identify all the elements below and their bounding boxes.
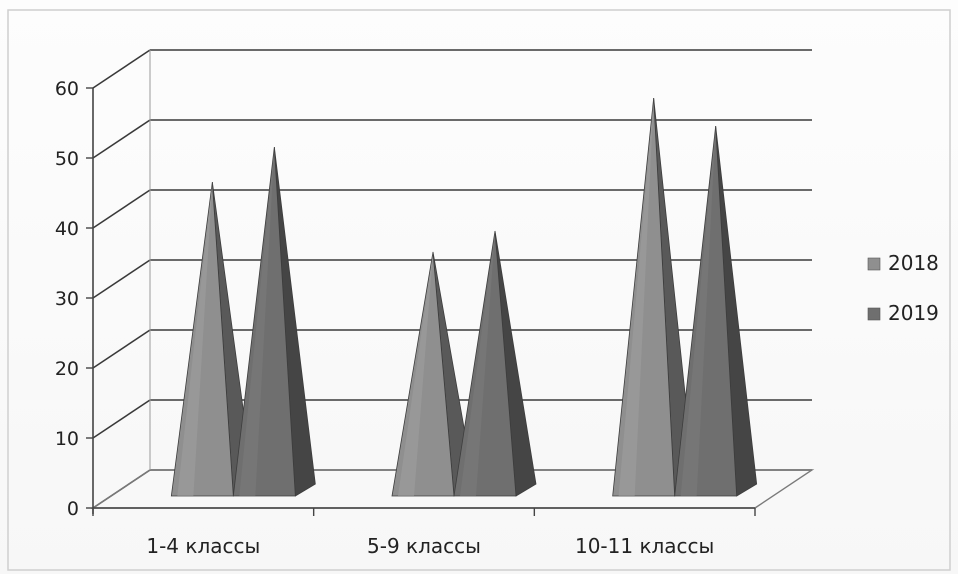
x-category-label: 10-11 классы [575, 534, 714, 558]
gridline-diagonal [92, 119, 151, 159]
pyramid-highlight [239, 147, 275, 496]
y-tick-label: 10 [55, 428, 79, 450]
y-tick-label: 50 [55, 148, 79, 170]
x-category-label: 5-9 классы [367, 534, 481, 558]
gridline-diagonal [92, 189, 151, 229]
pyramid-2019-2 [453, 230, 537, 497]
y-tick-label: 0 [67, 498, 79, 520]
legend-label: 2018 [888, 251, 939, 275]
pyramid-2018-3 [612, 97, 696, 497]
pyramid-highlight [618, 98, 654, 496]
pyramid-highlight [177, 182, 213, 496]
legend-swatch [867, 307, 881, 321]
legend-label: 2019 [888, 301, 939, 325]
gridline-diagonal [92, 329, 151, 369]
gridline-diagonal [92, 49, 151, 89]
chart-frame [7, 9, 951, 571]
legend-swatch [867, 257, 881, 271]
pyramid-highlight [680, 126, 716, 496]
pyramid-highlight [398, 252, 433, 496]
gridline-diagonal [92, 399, 151, 439]
y-tick-label: 60 [55, 78, 79, 100]
x-category-label: 1-4 классы [146, 534, 260, 558]
pyramid-2019-1 [232, 146, 316, 497]
y-tick-label: 40 [55, 218, 79, 240]
y-tick-label: 30 [55, 288, 79, 310]
gridline-diagonal [92, 259, 151, 299]
pyramid-highlight [460, 231, 495, 496]
pyramid-2019-3 [674, 125, 758, 497]
y-tick-label: 20 [55, 358, 79, 380]
